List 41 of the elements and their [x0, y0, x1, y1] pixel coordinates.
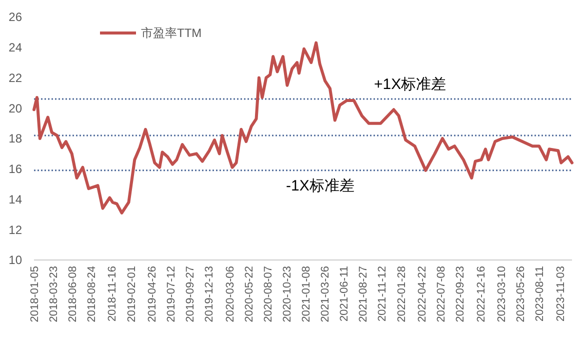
y-tick-label: 26 — [8, 10, 22, 24]
x-tick-label: 2022-09-23 — [454, 266, 467, 322]
x-tick-label: 2021-06-11 — [338, 266, 351, 322]
x-tick-label: 2022-12-16 — [475, 266, 488, 322]
y-tick-label: 12 — [8, 222, 22, 237]
x-tick-label: 2021-01-08 — [300, 266, 313, 322]
x-tick-label: 2021-11-12 — [376, 266, 389, 322]
x-tick-label: 2022-01-28 — [396, 266, 408, 322]
x-tick-label: 2020-10-23 — [282, 266, 294, 322]
x-tick-label: 2022-04-22 — [416, 266, 429, 322]
x-tick-label: 2019-04-26 — [146, 266, 159, 322]
x-tick-label: 2021-03-26 — [320, 266, 332, 322]
x-tick-label: 2018-01-05 — [28, 266, 41, 322]
x-tick-label: 2018-06-08 — [66, 266, 79, 322]
x-tick-label: 2023-08-11 — [534, 266, 546, 322]
y-tick-label: 24 — [8, 40, 22, 55]
y-tick-label: 16 — [8, 162, 22, 176]
x-tick-label: 2020-08-07 — [262, 266, 274, 322]
x-tick-label: 2023-03-10 — [496, 266, 508, 322]
ref-line-label: -1X标准差 — [286, 177, 354, 194]
x-tick-label: 2019-02-01 — [126, 266, 138, 322]
y-tick-label: 14 — [8, 192, 22, 206]
x-tick-label: 2023-05-26 — [515, 266, 528, 322]
x-tick-label: 2020-05-22 — [243, 266, 256, 322]
y-tick-label: 18 — [8, 132, 22, 146]
x-tick-label: 2019-09-27 — [184, 266, 197, 322]
x-tick-label: 2020-03-06 — [224, 266, 236, 322]
line-series — [32, 41, 574, 214]
x-tick-label: 2023-11-03 — [554, 266, 567, 322]
y-tick-label: 10 — [8, 253, 22, 268]
legend-label: 市盈率TTM — [141, 26, 202, 40]
x-tick-label: 2022-07-08 — [436, 266, 448, 322]
y-tick-label: 22 — [8, 70, 22, 85]
y-tick-label: 20 — [8, 101, 22, 116]
x-tick-label: 2021-08-27 — [358, 266, 370, 322]
x-tick-label: 2019-07-12 — [166, 266, 178, 322]
x-tick-label: 2018-11-16 — [106, 266, 119, 322]
x-tick-label: 2018-08-24 — [86, 266, 98, 322]
ref-line-label: +1X标准差 — [374, 76, 446, 94]
x-tick-label: 2018-03-23 — [48, 266, 60, 322]
x-tick-label: 2019-12-13 — [204, 266, 216, 322]
